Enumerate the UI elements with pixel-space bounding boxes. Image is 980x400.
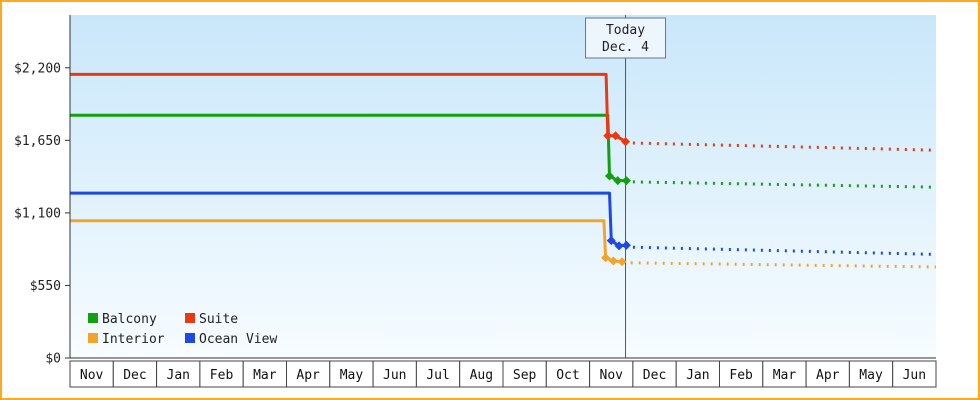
- month-label: Feb: [210, 368, 234, 383]
- marker-suite: [611, 131, 621, 141]
- marker-suite: [603, 131, 613, 141]
- month-label: Nov: [600, 368, 624, 383]
- legend-swatch-interior: [88, 333, 98, 343]
- month-cell: [848, 360, 894, 388]
- month-label: Dec: [643, 368, 666, 383]
- month-cell: [589, 360, 634, 388]
- month-cell: [199, 360, 244, 388]
- legend-label-ocean-view: Ocean View: [199, 332, 277, 347]
- month-label: Jan: [167, 368, 190, 383]
- month-label: Nov: [80, 368, 104, 383]
- marker-ocean-view: [606, 236, 616, 246]
- forecast-line-interior: [630, 261, 937, 269]
- month-cell: [415, 360, 461, 388]
- marker-interior: [617, 257, 627, 267]
- month-cell: [805, 360, 850, 388]
- y-tick-label: $1,650: [14, 134, 61, 149]
- legend-label-balcony: Balcony: [102, 312, 157, 327]
- month-cell: [675, 360, 721, 388]
- marker-balcony: [605, 171, 615, 181]
- month-label: Jan: [686, 368, 709, 383]
- marker-ocean-view: [621, 240, 631, 250]
- plot-background: [70, 15, 936, 358]
- month-label: Mar: [253, 368, 277, 383]
- month-cell: [632, 360, 677, 388]
- today-date-label: Dec. 4: [602, 40, 649, 55]
- marker-ocean-view: [614, 241, 624, 251]
- month-label: Apr: [816, 368, 840, 383]
- month-label: Dec: [123, 368, 146, 383]
- month-cell: [762, 360, 807, 388]
- month-label: Jun: [383, 368, 406, 383]
- legend-swatch-ocean-view: [185, 333, 195, 343]
- month-label: Aug: [470, 368, 493, 383]
- y-tick-label: $2,200: [14, 61, 61, 76]
- month-cell: [286, 360, 331, 388]
- month-cell: [112, 360, 158, 388]
- month-cell: [502, 360, 547, 388]
- marker-interior: [601, 253, 611, 263]
- month-label: Mar: [773, 368, 797, 383]
- today-label: Today: [606, 23, 645, 38]
- month-label: Oct: [556, 368, 579, 383]
- legend-label-suite: Suite: [199, 312, 238, 327]
- month-cell: [545, 360, 591, 388]
- marker-suite: [621, 137, 631, 147]
- legend-swatch-suite: [185, 313, 195, 323]
- month-cell: [719, 360, 764, 388]
- marker-balcony: [621, 176, 631, 186]
- month-label: Jul: [426, 368, 449, 383]
- today-box: [585, 17, 667, 59]
- month-label: Apr: [296, 368, 320, 383]
- month-label: Feb: [729, 368, 753, 383]
- month-label: May: [859, 368, 883, 383]
- month-cell: [892, 360, 937, 388]
- month-label: Sep: [513, 368, 537, 383]
- legend-swatch-balcony: [88, 313, 98, 323]
- y-tick-label: $0: [45, 352, 61, 367]
- legend-label-interior: Interior: [102, 332, 165, 347]
- marker-interior: [608, 256, 618, 266]
- month-cell: [372, 360, 417, 388]
- month-label: May: [340, 368, 364, 383]
- marker-balcony: [613, 176, 623, 186]
- y-tick-label: $1,100: [14, 206, 61, 221]
- month-label: Jun: [903, 368, 926, 383]
- y-tick-label: $550: [30, 279, 61, 294]
